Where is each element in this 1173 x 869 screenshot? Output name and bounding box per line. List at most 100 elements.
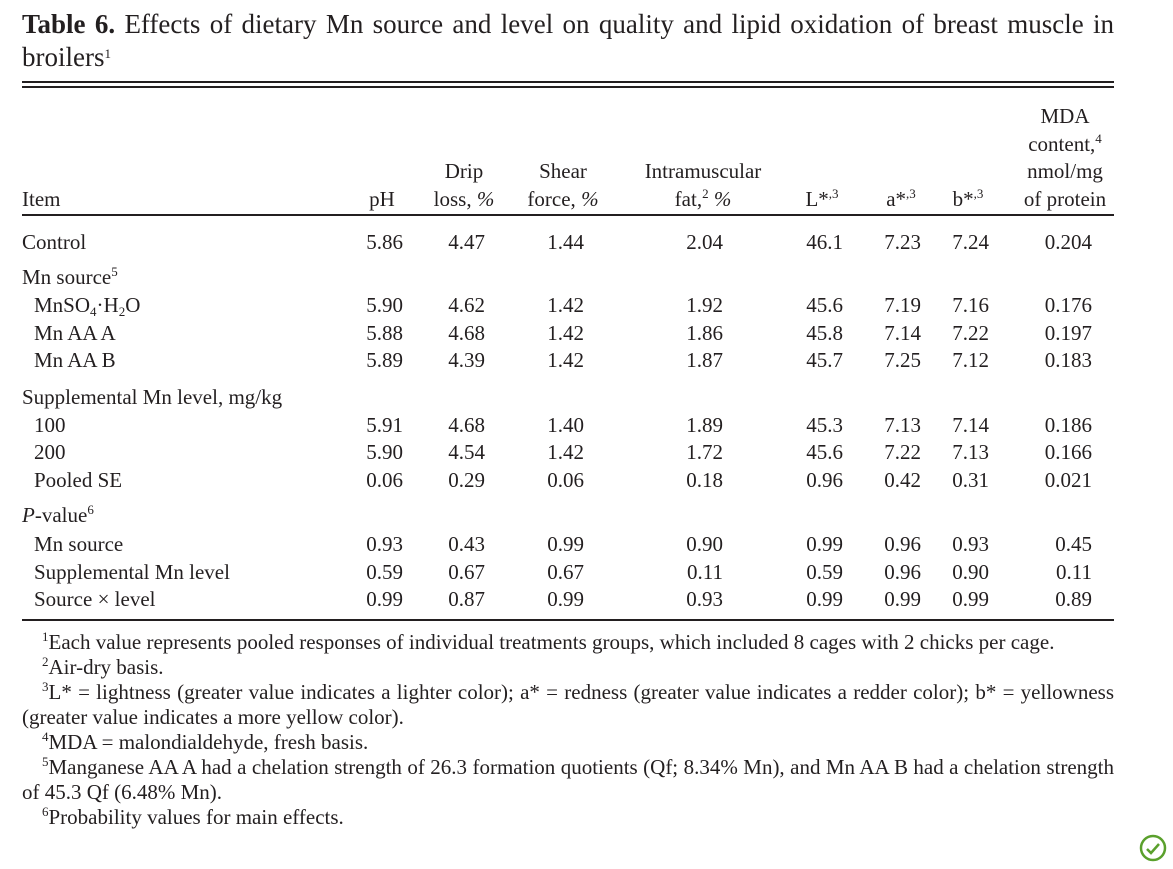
text-segment: fat, xyxy=(674,186,703,211)
column-header: pH xyxy=(302,186,462,214)
table-cell: 0.89 xyxy=(1055,587,1092,611)
table-cell: 0.29 xyxy=(448,468,485,492)
row-label: Mn AA B xyxy=(34,347,116,374)
text-segment: nmol/mg xyxy=(1027,159,1103,183)
table-cell: 0.06 xyxy=(366,468,403,492)
footnote: 2Air-dry basis. xyxy=(22,655,1114,680)
table-cell: 0.99 xyxy=(547,587,584,611)
row-label: 100 xyxy=(34,412,66,439)
table-cell: 7.23 xyxy=(884,230,921,254)
column-header: b*,3 xyxy=(888,186,1048,214)
header-line: pH xyxy=(302,186,462,214)
text-segment: 2 xyxy=(702,185,709,201)
row-label: Control xyxy=(22,229,86,256)
table-cell: 4.47 xyxy=(448,230,485,254)
table-cell: 0.31 xyxy=(952,468,989,492)
table-cell: 7.12 xyxy=(952,348,989,372)
title-footnote-mark: 1 xyxy=(104,46,111,61)
footnote: 4MDA = malondialdehyde, fresh basis. xyxy=(22,730,1114,755)
text-segment: % xyxy=(708,186,732,211)
table-cell: 7.25 xyxy=(884,348,921,372)
footnote: 1Each value represents pooled responses … xyxy=(22,630,1114,655)
text-segment: 4 xyxy=(1095,130,1102,146)
text-segment: 4 xyxy=(90,304,97,319)
row-label: Source × level xyxy=(34,586,155,613)
column-header: Intramuscular fat,2 % xyxy=(623,158,783,213)
table-cell: 1.44 xyxy=(547,230,584,254)
text-segment: % xyxy=(575,186,599,211)
table-cell: 5.89 xyxy=(366,348,403,372)
row-label: Pooled SE xyxy=(34,467,122,494)
column-header: Drip loss, % xyxy=(384,158,544,213)
table-cell: 0.99 xyxy=(806,532,843,556)
group-label: Mn source5 xyxy=(22,264,118,291)
table-cell: 0.99 xyxy=(806,587,843,611)
table-cell: 0.45 xyxy=(1055,532,1092,556)
header-line: loss, % xyxy=(384,186,544,214)
row-label: MnSO4·H2O xyxy=(34,292,140,319)
table-cell: 0.11 xyxy=(1056,560,1092,584)
table-cell: 5.88 xyxy=(366,321,403,345)
column-header: Item xyxy=(22,186,60,214)
column-header: MDA content,4 nmol/mg of protein xyxy=(985,103,1145,213)
text-segment: Intramuscular xyxy=(644,159,762,183)
text-segment: 100 xyxy=(34,413,66,437)
header-line: Shear xyxy=(483,158,643,186)
logo-icon xyxy=(1139,834,1167,862)
text-segment: Item xyxy=(22,186,61,211)
row-label: Mn AA A xyxy=(34,320,116,347)
text-segment: force, xyxy=(527,186,576,211)
footnotes: 1Each value represents pooled responses … xyxy=(22,630,1114,830)
table-cell: 1.92 xyxy=(686,293,723,317)
footnote-mark: 2 xyxy=(42,654,49,669)
group-label: P-value6 xyxy=(22,502,94,529)
text-segment: Mn AA B xyxy=(34,348,116,372)
text-segment: Mn AA A xyxy=(34,321,116,345)
text-segment: O xyxy=(125,293,141,317)
row-label: 200 xyxy=(34,439,66,466)
table-cell: 4.62 xyxy=(448,293,485,317)
table-cell: 7.24 xyxy=(952,230,989,254)
text-segment: MnSO xyxy=(34,293,91,317)
table-cell: 1.40 xyxy=(547,413,584,437)
header-line: MDA xyxy=(985,103,1145,131)
table-cell: 0.93 xyxy=(952,532,989,556)
footnote-text: Air-dry basis. xyxy=(48,655,164,679)
table-cell: 0.96 xyxy=(806,468,843,492)
table-cell: 46.1 xyxy=(806,230,843,254)
table-cell: 45.7 xyxy=(806,348,843,372)
text-segment: b* xyxy=(952,186,974,211)
table-cell: 0.183 xyxy=(1044,348,1092,372)
header-line: fat,2 % xyxy=(623,186,783,214)
table-cell: 0.166 xyxy=(1044,440,1092,464)
text-segment: ,3 xyxy=(906,185,916,201)
table-cell: 5.90 xyxy=(366,440,403,464)
table-cell: 4.54 xyxy=(448,440,485,464)
table-cell: 0.59 xyxy=(806,560,843,584)
table-cell: 0.99 xyxy=(366,587,403,611)
table-cell: 1.42 xyxy=(547,440,584,464)
table-cell: 1.72 xyxy=(686,440,723,464)
text-segment: Pooled SE xyxy=(34,468,123,492)
footnote: 3L* = lightness (greater value indicates… xyxy=(22,680,1114,730)
text-segment: ·H xyxy=(96,293,119,317)
table-cell: 45.6 xyxy=(806,440,843,464)
table-cell: 5.90 xyxy=(366,293,403,317)
table-cell: 0.99 xyxy=(952,587,989,611)
table-label: Table 6. xyxy=(22,9,116,39)
text-segment: ,3 xyxy=(973,185,984,201)
header-line: of protein xyxy=(985,186,1145,214)
footnote-text: Manganese AA A had a chelation strength … xyxy=(22,755,1114,804)
table-cell: 1.89 xyxy=(686,413,723,437)
table-cell: 2.04 xyxy=(686,230,723,254)
table-cell: 0.42 xyxy=(884,468,921,492)
text-segment: P xyxy=(22,503,35,527)
column-header: a*,3 xyxy=(821,186,981,214)
header-line: Intramuscular xyxy=(623,158,783,186)
header-line: a*,3 xyxy=(821,186,981,214)
table-cell: 0.96 xyxy=(884,560,921,584)
table-cell: 0.99 xyxy=(884,587,921,611)
table-cell: 0.67 xyxy=(448,560,485,584)
header-line: force, % xyxy=(483,186,643,214)
